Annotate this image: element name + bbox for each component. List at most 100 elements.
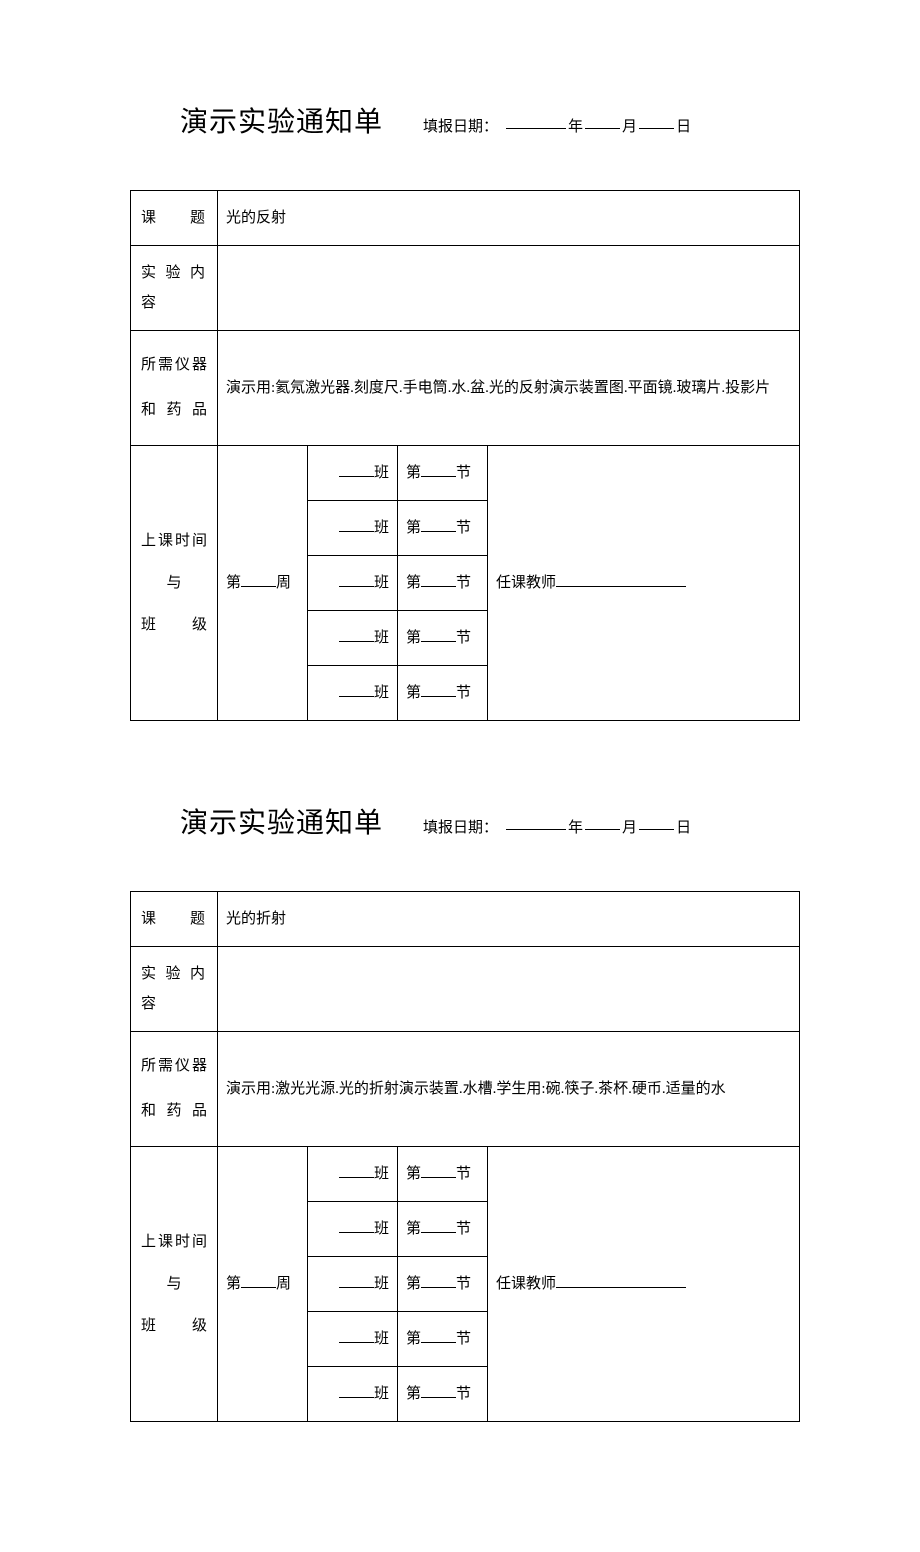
section-blank-2-4[interactable]	[421, 1342, 456, 1343]
schedule-label-line2: 与	[166, 575, 181, 591]
topic-row-2: 课 题 光的折射	[131, 892, 800, 947]
schedule-label-2-line1: 上课时间	[141, 1221, 207, 1263]
topic-value-2: 光的折射	[218, 892, 800, 947]
section-prefix-5: 第	[406, 685, 421, 701]
class-suffix-2-2: 班	[374, 1221, 389, 1237]
section-cell-3: 第节	[398, 556, 488, 611]
teacher-blank-2[interactable]	[556, 1287, 686, 1288]
content-value[interactable]	[218, 246, 800, 331]
day-suffix: 日	[676, 115, 691, 136]
section-cell-2-1: 第节	[398, 1147, 488, 1202]
topic-row: 课 题 光的反射	[131, 191, 800, 246]
class-blank-2-3[interactable]	[339, 1287, 374, 1288]
section-cell-2: 第节	[398, 501, 488, 556]
section-suffix-1: 节	[456, 465, 471, 481]
class-cell-5: 班	[308, 666, 398, 721]
schedule-row-1: 上课时间 与 班 级 第周 班 第节 任课教师	[131, 446, 800, 501]
class-cell-1: 班	[308, 446, 398, 501]
section-cell-4: 第节	[398, 611, 488, 666]
equipment-label-line2: 和 药 品	[141, 388, 207, 433]
class-suffix-2-4: 班	[374, 1331, 389, 1347]
section-cell-2-5: 第节	[398, 1367, 488, 1422]
schedule-label-2-line2: 与	[166, 1276, 181, 1292]
class-suffix-2-3: 班	[374, 1276, 389, 1292]
section-prefix-2-3: 第	[406, 1276, 421, 1292]
section-suffix-3: 节	[456, 575, 471, 591]
equipment-label-2-line2: 和 药 品	[141, 1089, 207, 1134]
section-cell-2-2: 第节	[398, 1202, 488, 1257]
week-cell-2: 第周	[218, 1147, 308, 1422]
class-cell-2: 班	[308, 501, 398, 556]
topic-label: 课 题	[131, 191, 218, 246]
teacher-blank[interactable]	[556, 586, 686, 587]
month-blank[interactable]	[585, 128, 620, 129]
schedule-label: 上课时间 与 班 级	[131, 446, 218, 721]
form-2-header: 演示实验通知单 填报日期： 年 月 日	[130, 801, 800, 841]
section-blank-2-1[interactable]	[421, 1177, 456, 1178]
equipment-row-2: 所需仪器 和 药 品 演示用:激光光源.光的折射演示装置.水槽.学生用:碗.筷子…	[131, 1032, 800, 1147]
section-blank-1[interactable]	[421, 476, 456, 477]
section-prefix-2-2: 第	[406, 1221, 421, 1237]
week-suffix-2: 周	[276, 1276, 291, 1292]
schedule-label-line1: 上课时间	[141, 520, 207, 562]
month-blank-2[interactable]	[585, 829, 620, 830]
date-label: 填报日期：	[423, 115, 498, 136]
year-blank-2[interactable]	[506, 829, 566, 830]
equipment-value-2: 演示用:激光光源.光的折射演示装置.水槽.学生用:碗.筷子.茶杯.硬币.适量的水	[218, 1032, 800, 1147]
week-blank-2[interactable]	[241, 1287, 276, 1288]
class-blank-2-1[interactable]	[339, 1177, 374, 1178]
week-cell: 第周	[218, 446, 308, 721]
class-suffix-4: 班	[374, 630, 389, 646]
topic-value: 光的反射	[218, 191, 800, 246]
class-blank-5[interactable]	[339, 696, 374, 697]
section-prefix-3: 第	[406, 575, 421, 591]
class-blank-3[interactable]	[339, 586, 374, 587]
section-blank-3[interactable]	[421, 586, 456, 587]
day-blank[interactable]	[639, 128, 674, 129]
class-blank-2[interactable]	[339, 531, 374, 532]
teacher-label: 任课教师	[496, 575, 556, 591]
class-blank-2-2[interactable]	[339, 1232, 374, 1233]
equipment-label-2-line1: 所需仪器	[141, 1044, 207, 1089]
schedule-label-2: 上课时间 与 班 级	[131, 1147, 218, 1422]
month-suffix: 月	[622, 115, 637, 136]
form-title-2: 演示实验通知单	[180, 801, 383, 841]
section-blank-2-5[interactable]	[421, 1397, 456, 1398]
class-cell-2-5: 班	[308, 1367, 398, 1422]
section-blank-2-2[interactable]	[421, 1232, 456, 1233]
class-blank-4[interactable]	[339, 641, 374, 642]
schedule-row-2-1: 上课时间 与 班 级 第周 班 第节 任课教师	[131, 1147, 800, 1202]
equipment-row: 所需仪器 和 药 品 演示用:氦氖激光器.刻度尺.手电筒.水.盆.光的反射演示装…	[131, 331, 800, 446]
section-prefix-1: 第	[406, 465, 421, 481]
date-label-2: 填报日期：	[423, 816, 498, 837]
week-blank[interactable]	[241, 586, 276, 587]
section-suffix-2: 节	[456, 520, 471, 536]
section-blank-4[interactable]	[421, 641, 456, 642]
section-blank-2-3[interactable]	[421, 1287, 456, 1288]
week-prefix-2: 第	[226, 1276, 241, 1292]
schedule-label-line3: 班 级	[141, 604, 207, 646]
class-blank-2-4[interactable]	[339, 1342, 374, 1343]
day-blank-2[interactable]	[639, 829, 674, 830]
section-suffix-2-1: 节	[456, 1166, 471, 1182]
section-suffix-4: 节	[456, 630, 471, 646]
class-suffix-2-1: 班	[374, 1166, 389, 1182]
content-value-2[interactable]	[218, 947, 800, 1032]
content-label-2: 实验内容	[131, 947, 218, 1032]
class-cell-2-1: 班	[308, 1147, 398, 1202]
section-suffix-2-4: 节	[456, 1331, 471, 1347]
year-suffix-2: 年	[568, 816, 583, 837]
section-suffix-2-3: 节	[456, 1276, 471, 1292]
form-1: 演示实验通知单 填报日期： 年 月 日 课 题 光的反射 实验内容 所需仪器 和…	[130, 100, 800, 721]
class-blank-2-5[interactable]	[339, 1397, 374, 1398]
section-suffix-5: 节	[456, 685, 471, 701]
form-2: 演示实验通知单 填报日期： 年 月 日 课 题 光的折射 实验内容 所需仪器 和…	[130, 801, 800, 1422]
section-blank-5[interactable]	[421, 696, 456, 697]
class-blank-1[interactable]	[339, 476, 374, 477]
form-2-table: 课 题 光的折射 实验内容 所需仪器 和 药 品 演示用:激光光源.光的折射演示…	[130, 891, 800, 1422]
section-blank-2[interactable]	[421, 531, 456, 532]
year-blank[interactable]	[506, 128, 566, 129]
class-cell-3: 班	[308, 556, 398, 611]
week-suffix: 周	[276, 575, 291, 591]
class-suffix-2: 班	[374, 520, 389, 536]
